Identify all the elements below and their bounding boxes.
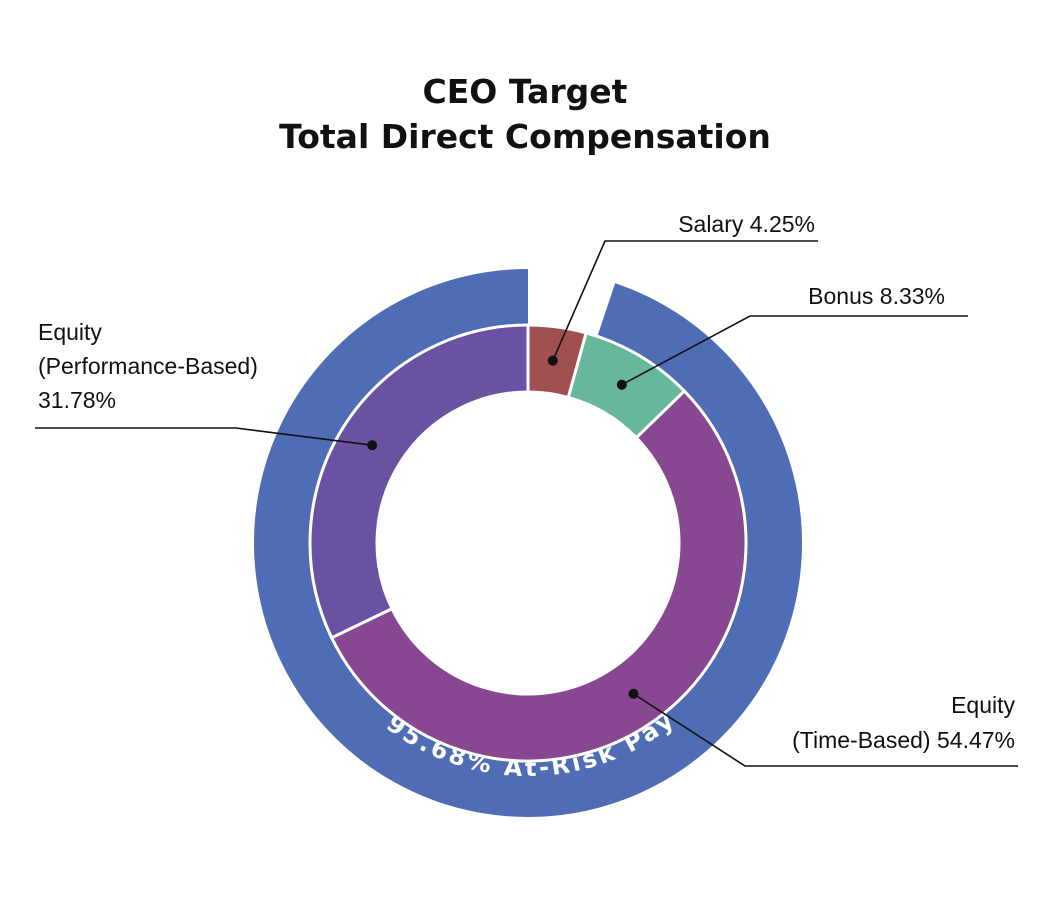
equity-performance-based-label: Equity (Performance-Based) 31.78% (38, 319, 258, 413)
salary-label: Salary 4.25% (678, 211, 815, 237)
equity-time-based-leader-dot (628, 688, 639, 699)
equity-time-based-label: Equity (Time-Based) 54.47% (792, 692, 1015, 753)
equity-performance-based-leader-line (35, 427, 373, 446)
chart-title-line-2: Total Direct Compensation (279, 117, 771, 156)
equity-time-based-leader-line (633, 693, 1018, 767)
inner-slice-equity-performance-based (308, 323, 530, 640)
inner-slice-equity-time-based (329, 388, 748, 763)
salary-leader-line (552, 240, 818, 361)
label-group: Salary 4.25% Bonus 8.33% Equity (Time-Based… (35, 211, 1018, 767)
bonus-leader-line (621, 315, 968, 386)
bonus-label: Bonus 8.33% (808, 283, 945, 309)
equity-performance-based-leader-dot (367, 440, 378, 451)
inner-ring-group (308, 323, 748, 763)
bonus-leader-dot (616, 379, 627, 390)
chart-title-line-1: CEO Target (423, 72, 628, 111)
salary-leader-dot (547, 355, 558, 366)
